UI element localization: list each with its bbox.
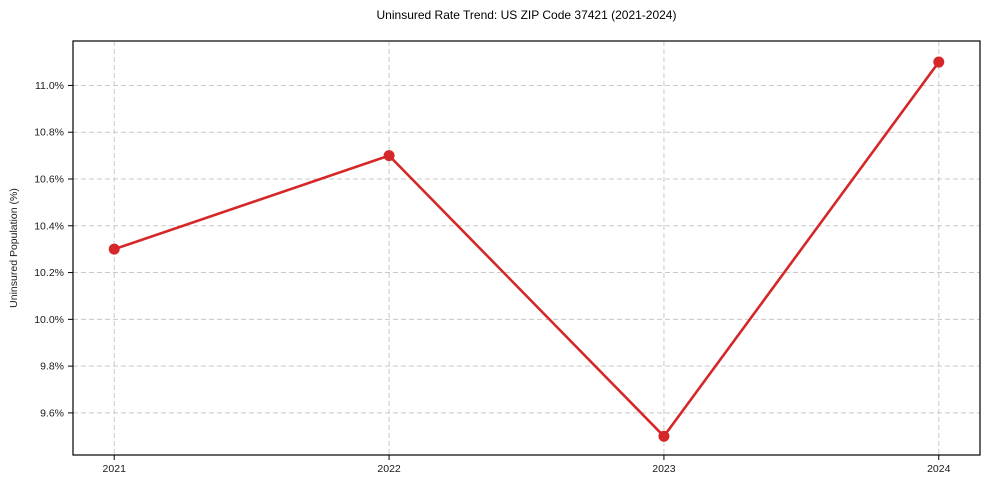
y-tick-label: 9.8% xyxy=(40,361,64,373)
x-tick-label: 2022 xyxy=(377,463,401,475)
y-axis-label-box: Uninsured Population (%) xyxy=(2,41,26,455)
y-tick-label: 10.8% xyxy=(34,127,64,139)
chart-title: Uninsured Rate Trend: US ZIP Code 37421 … xyxy=(376,8,677,22)
x-tick-label: 2024 xyxy=(927,463,951,475)
plot-border xyxy=(72,40,981,456)
y-tick-label: 10.0% xyxy=(34,314,64,326)
x-tick-label: 2021 xyxy=(103,463,127,475)
data-point-marker xyxy=(108,243,120,255)
data-point-marker xyxy=(658,430,670,442)
y-tick-label: 10.4% xyxy=(34,220,64,232)
y-tick-label: 9.6% xyxy=(40,407,64,419)
trend-line xyxy=(112,60,941,438)
x-tick-label: 2023 xyxy=(652,463,676,475)
y-axis-label: Uninsured Population (%) xyxy=(8,188,20,308)
data-point-marker xyxy=(933,56,945,68)
y-tick-label: 11.0% xyxy=(35,80,64,92)
y-tick-label: 10.2% xyxy=(34,267,64,279)
data-point-marker xyxy=(383,150,395,162)
y-tick-label: 10.6% xyxy=(34,174,64,186)
